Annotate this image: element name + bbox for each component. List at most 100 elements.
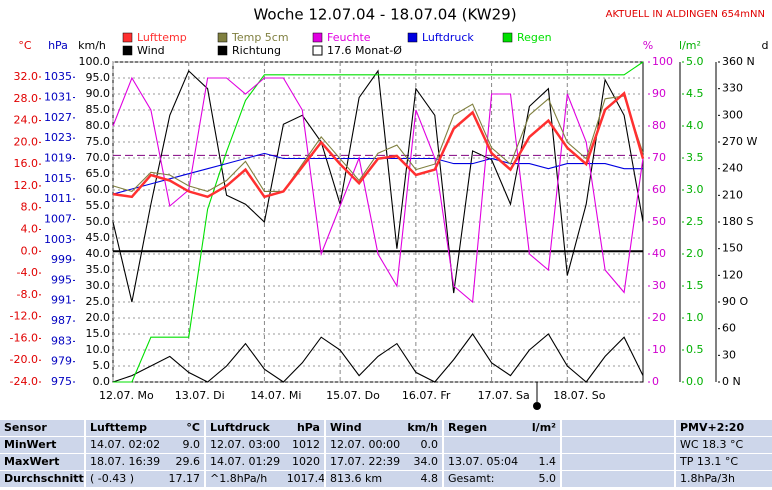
tick-label: 16.0 [14,157,39,170]
tick-label: 20.0 [14,135,39,148]
series-line [112,333,644,383]
tick-label: 15.0 [86,327,111,340]
table-value: 9.0 [162,437,204,453]
legend-label: Lufttemp [137,31,187,44]
tick-label: 4.5 [686,87,704,100]
tick-label: 3.5 [686,151,704,164]
header-cell: PMV+2:20 [676,420,772,436]
tick-label: 100.0 [79,55,111,68]
table-cell: 12.07. 03:00 [206,437,283,453]
legend-swatch [407,32,418,43]
chart-title: Woche 12.07.04 - 18.07.04 (KW29) [253,6,516,24]
side-cell: 1.8hPa/3h [676,471,772,487]
legend-label: Richtung [232,44,281,57]
tick-label: 0.5 [686,343,704,356]
tick-label: 330 [722,82,743,95]
tick-label: -16.0 [10,331,38,344]
legend-label: 17.6 Monat-Ø [327,44,402,57]
legend-swatch [122,45,133,56]
tick-label: -8.0 [17,288,38,301]
tick-label: 4.0 [686,119,704,132]
tick-label: 30.0 [86,279,111,292]
tick-label: 10.0 [86,343,111,356]
legend-label: Luftdruck [422,31,474,44]
tick-label: 0 [652,375,659,388]
legend-swatch [312,45,323,56]
header-unit: l/m² [519,420,560,436]
axis-title: hPa [48,39,68,52]
tick-label: 55.0 [86,199,111,212]
tick-label: -12.0 [10,310,38,323]
tick-label: 50 [652,215,666,228]
blank-cell [562,437,674,453]
axis-title: % [643,39,653,52]
tick-label: 20 [652,311,666,324]
x-tick-label: 16.07. Fr [402,389,451,402]
tick-label: 360 N [722,55,755,68]
x-tick-label: 14.07. Mi [250,389,301,402]
chart: Woche 12.07.04 - 18.07.04 (KW29) AKTUELL… [10,6,769,410]
tick-label: -24.0 [10,375,38,388]
tick-label: 979 [51,355,72,368]
tick-label: 120 [722,268,743,281]
tick-label: 210 [722,188,743,201]
tick-label: 1031 [44,91,72,104]
axis-title: d [762,39,769,52]
table-value: 17.17 [162,471,204,487]
tick-label: 1.0 [686,311,704,324]
table-value: 1020 [282,454,324,470]
header-unit: hPa [282,420,324,436]
table-cell: 17.07. 22:39 [326,454,402,470]
table-cell: 14.07. 02:02 [86,437,163,453]
tick-label: 10 [652,343,666,356]
tick-label: 90 [652,87,666,100]
tick-label: 50.0 [86,215,111,228]
tick-label: 999 [51,253,72,266]
axis-title: km/h [78,39,106,52]
tick-label: 24.0 [14,114,39,127]
side-cell: TP 13.1 °C [676,454,772,470]
tick-label: 1023 [44,131,72,144]
side-cell: WC 18.3 °C [676,437,772,453]
x-tick-label: 17.07. Sa [478,389,530,402]
legend-swatch [312,32,323,43]
tick-label: 1003 [44,233,72,246]
tick-label: 983 [51,334,72,347]
tick-label: 60.0 [86,183,111,196]
x-tick-label: 15.07. Do [326,389,380,402]
blank-cell [444,437,560,453]
table-cell: Gesamt: [444,471,520,487]
tick-label: -20.0 [10,353,38,366]
tick-label: 150 [722,242,743,255]
tick-label: 100 [652,55,673,68]
tick-label: 0.0 [93,375,111,388]
series-line [113,61,644,383]
tick-label: 0 N [722,375,741,388]
header-unit: km/h [401,420,442,436]
tick-label: 1.5 [686,279,704,292]
tick-label: 80.0 [86,119,111,132]
legend-label: Regen [517,31,552,44]
table-cell: ^1.8hPa/h [206,471,283,487]
x-tick-label: 18.07. So [553,389,605,402]
row-label: Durchschnitt [0,471,84,487]
tick-label: 70.0 [86,151,111,164]
header-cell: Lufttemp [86,420,163,436]
table-value: 1.4 [519,454,560,470]
tick-label: 75.0 [86,135,111,148]
tick-label: 1035 [44,70,72,83]
tick-label: 40 [652,247,666,260]
header-cell: Sensor [0,420,84,436]
tick-label: 1015 [44,172,72,185]
table-value: 5.0 [519,471,560,487]
table-cell: 13.07. 05:04 [444,454,520,470]
legend-label: Temp 5cm [231,31,289,44]
tick-label: 2.5 [686,215,704,228]
table-cell: 18.07. 16:39 [86,454,163,470]
series-line [112,95,644,193]
table-value: 1017.4 [282,471,324,487]
tick-label: 20.0 [86,311,111,324]
tick-label: 35.0 [86,263,111,276]
table-cell: 813.6 km [326,471,402,487]
now-marker [533,402,541,410]
